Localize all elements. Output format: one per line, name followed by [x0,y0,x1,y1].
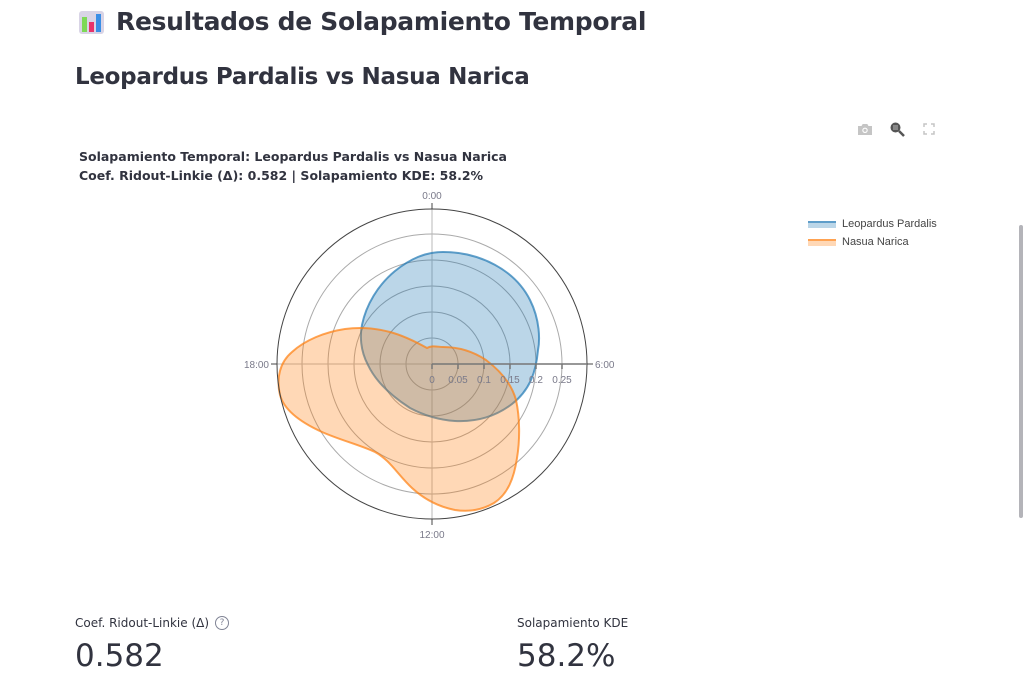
radial-tick: 0.25 [552,375,572,386]
help-icon[interactable]: ? [215,616,230,630]
radial-tick: 0 [429,375,435,386]
page-title: Resultados de Solapamiento Temporal [78,7,646,36]
angular-tick: 0:00 [422,191,442,202]
chart-legend: Leopardus Pardalis Nasua Narica [808,215,937,251]
page-title-text: Resultados de Solapamiento Temporal [116,7,647,36]
angular-tick: 18:00 [244,360,269,371]
angular-tick: 6:00 [595,360,615,371]
radial-tick: 0.2 [529,375,543,386]
radial-tick: 0.1 [477,375,491,386]
metric-kde-overlap: Solapamiento KDE 58.2% [517,616,628,674]
series-nasua-narica-area[interactable] [277,327,521,512]
legend-item-leopardus-pardalis[interactable]: Leopardus Pardalis [808,215,937,233]
series-leopardus-pardalis-area[interactable] [359,250,540,423]
chart-title-line-2: Coef. Ridout-Linkie (Δ): 0.582 | Solapam… [79,168,484,183]
angular-ticks [271,203,593,525]
zoom-icon[interactable] [888,120,906,138]
angular-tick-labels: 0:00 6:00 12:00 18:00 [244,191,615,541]
camera-icon[interactable] [856,120,874,138]
metric-label-row: Coef. Ridout-Linkie (Δ) ? [75,616,230,630]
chart-modebar [856,120,938,138]
bar-chart-icon [78,8,106,36]
radial-tick: 0.15 [500,375,520,386]
legend-label: Nasua Narica [842,236,909,248]
metric-value: 0.582 [75,638,164,674]
legend-swatch-blue [808,220,836,228]
chart-title-line-1: Solapamiento Temporal: Leopardus Pardali… [79,149,507,164]
radial-tick-labels: 0 0.05 0.1 0.15 0.2 0.25 [429,375,572,386]
legend-label: Leopardus Pardalis [842,218,937,230]
comparison-subheader: Leopardus Pardalis vs Nasua Narica [75,64,530,90]
fullscreen-icon[interactable] [920,120,938,138]
vertical-scrollbar[interactable] [1019,225,1023,518]
angular-tick: 12:00 [419,530,444,541]
radial-axis [431,363,587,369]
metric-ridout-linkie: Coef. Ridout-Linkie (Δ) ? 0.582 [75,616,230,674]
metric-value: 58.2% [517,638,616,674]
metric-label: Coef. Ridout-Linkie (Δ) [75,616,210,630]
chart-title: Solapamiento Temporal: Leopardus Pardali… [79,147,507,185]
radial-tick: 0.05 [448,375,468,386]
legend-swatch-orange [808,238,836,246]
metric-label: Solapamiento KDE [517,616,629,630]
legend-item-nasua-narica[interactable]: Nasua Narica [808,233,937,251]
metric-label-row: Solapamiento KDE [517,616,628,630]
